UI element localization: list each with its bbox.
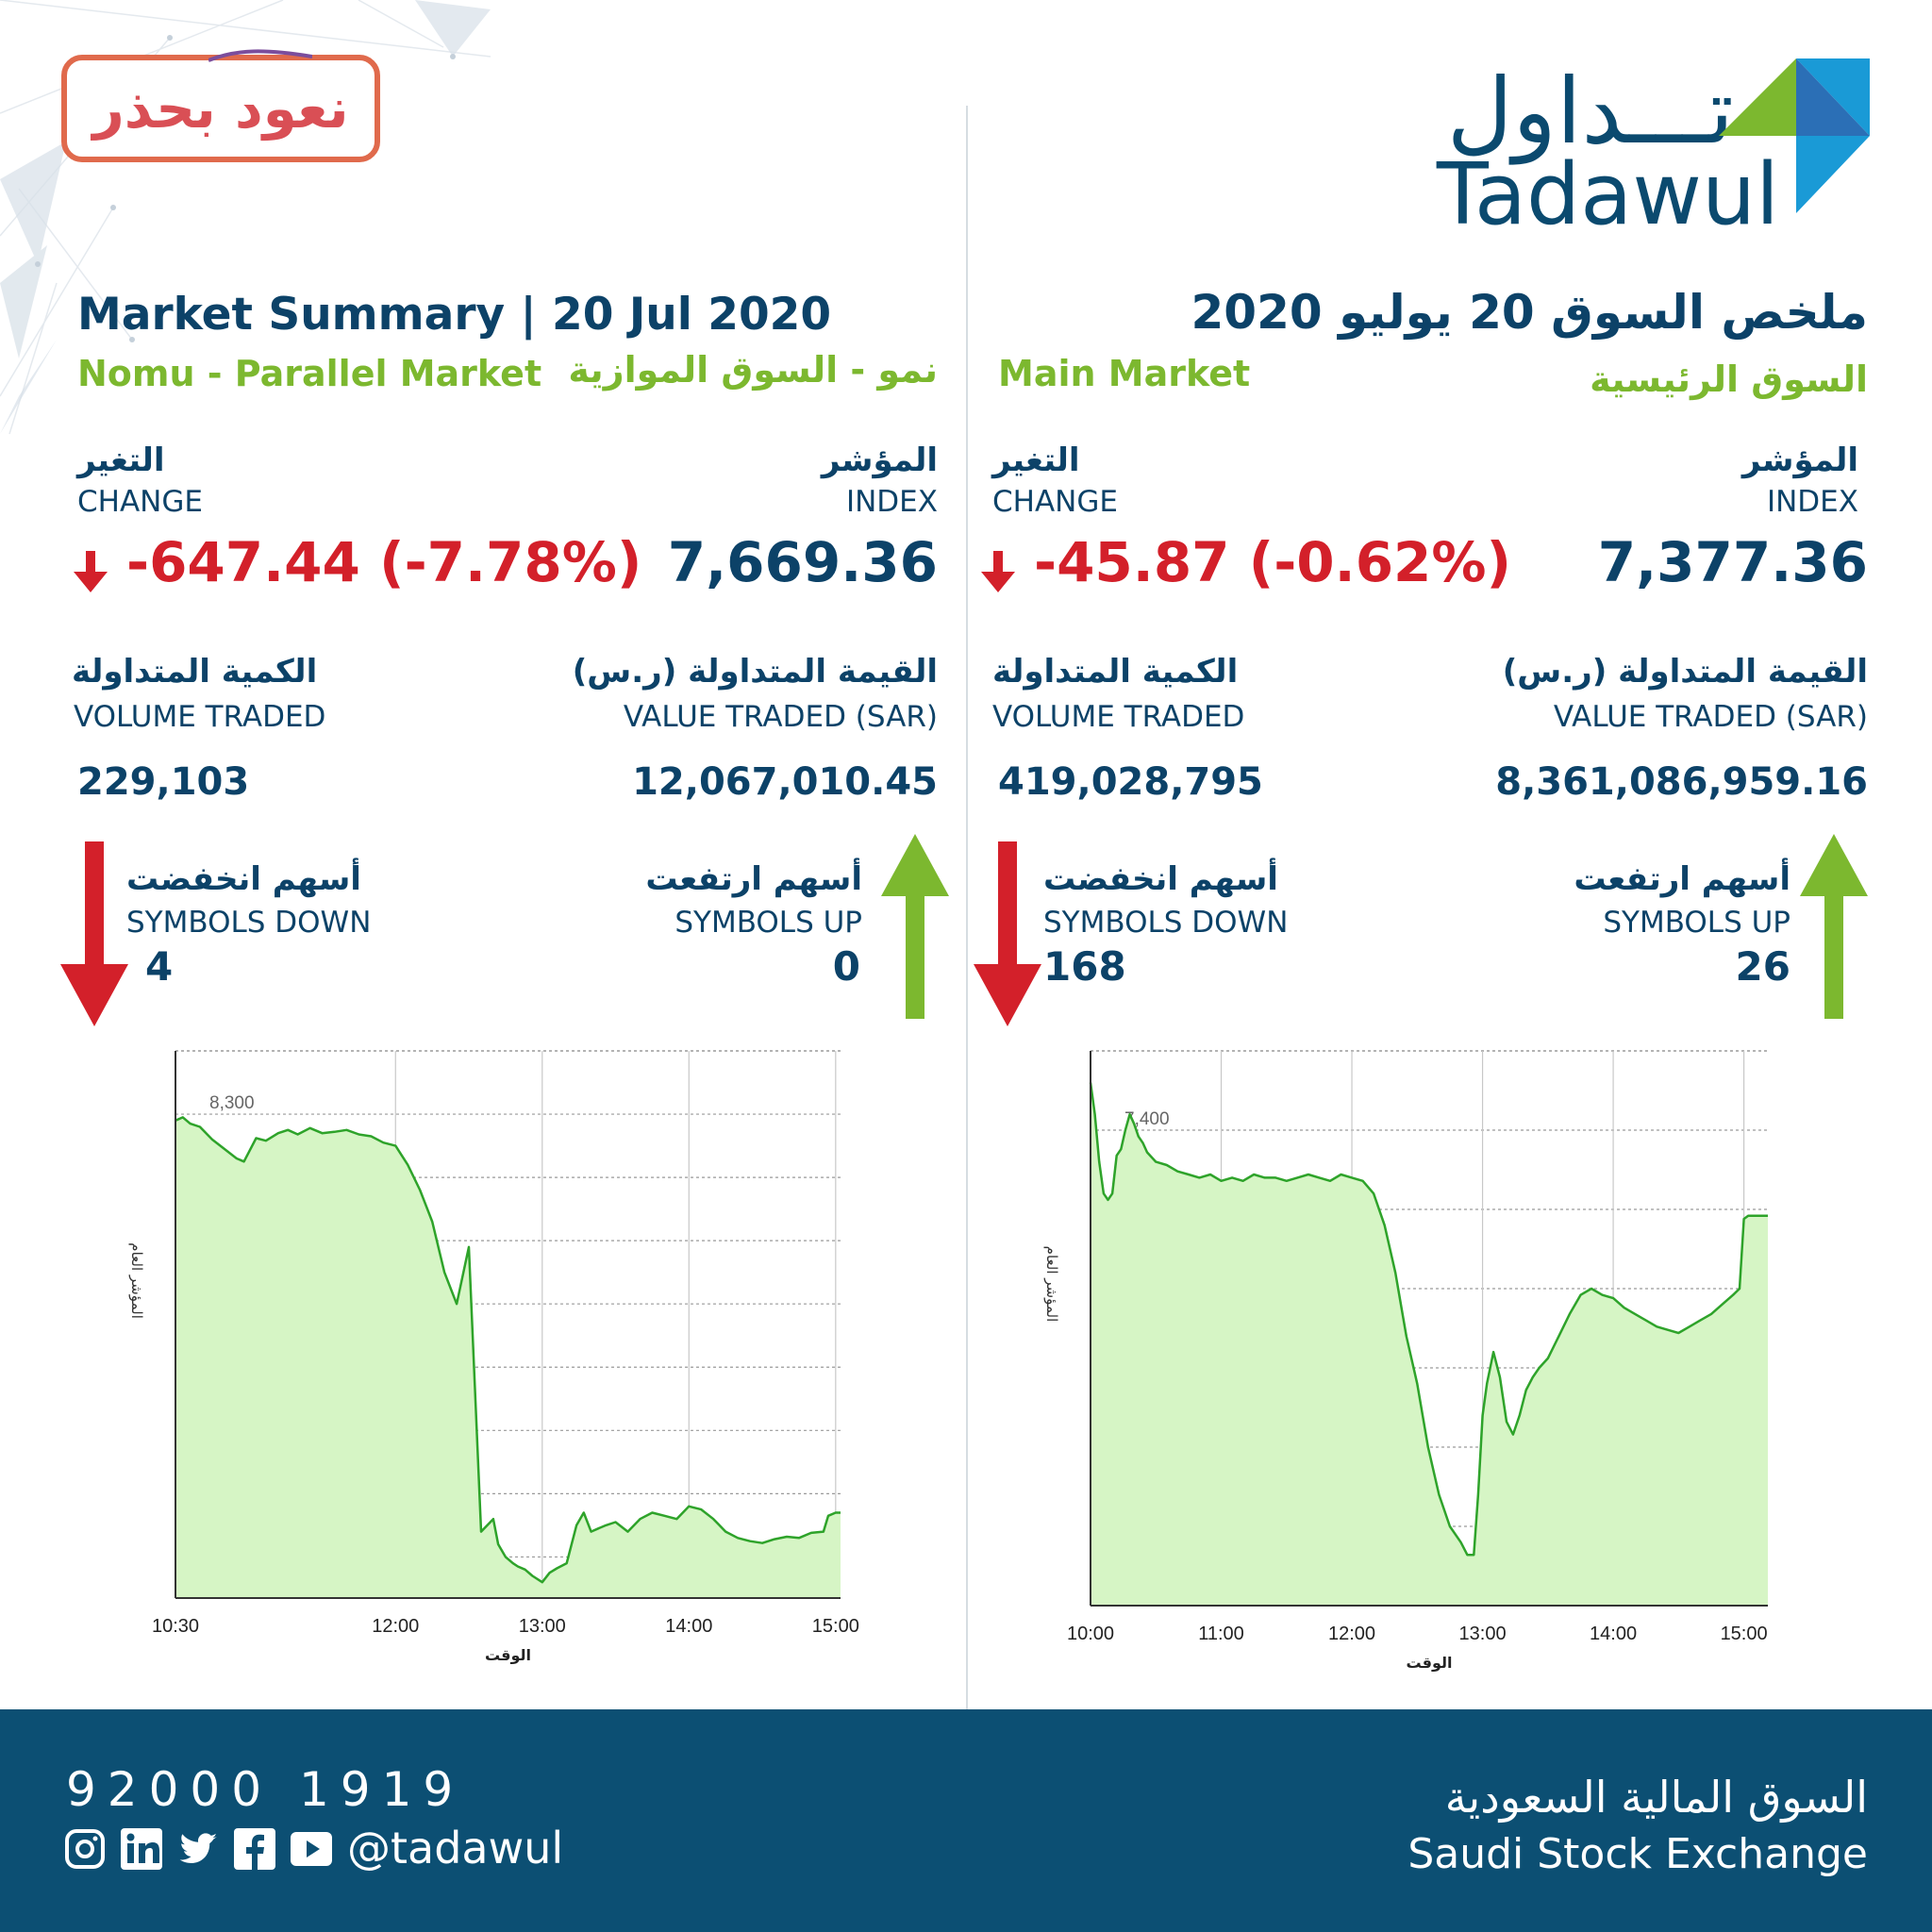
- main-value-traded-label-en: VALUE TRADED (SAR): [1553, 700, 1868, 734]
- main-volume-label-ar: الكمية المتداولة: [992, 653, 1239, 691]
- nomu-y-axis-label: المؤشر العام: [128, 1242, 145, 1319]
- nomu-value-traded: 12,067,010.45: [632, 760, 938, 804]
- nomu-change-down-arrow-icon: [74, 551, 108, 592]
- nomu-change-label-en: CHANGE: [77, 485, 203, 519]
- summary-title-ar: ملخص السوق 20 يوليو 2020: [1191, 285, 1868, 340]
- nomu-symbols-up-arrow-icon: [881, 834, 949, 1019]
- campaign-badge: نعود بحذر: [61, 49, 380, 162]
- twitter-icon[interactable]: [177, 1828, 219, 1870]
- phone-number: 92000 1919: [66, 1762, 465, 1817]
- nomu-volume-label-en: VOLUME TRADED: [74, 700, 326, 734]
- facebook-icon[interactable]: [234, 1828, 275, 1870]
- nomu-value-traded-label-en: VALUE TRADED (SAR): [623, 700, 938, 734]
- nomu-index-value: 7,669.36: [667, 530, 938, 594]
- main-index-chart: 7,4007,3757,3507,3257,3007,27510:0011:00…: [1038, 1038, 1792, 1683]
- nomu-change-label-ar: التغير: [77, 441, 165, 479]
- main-x-axis-label: الوقت: [1407, 1654, 1453, 1672]
- nomu-symbols-down-label-ar: أسهم انخفضت: [126, 860, 361, 898]
- main-x-tick-label: 12:00: [1328, 1624, 1375, 1644]
- main-symbols-down-label-en: SYMBOLS DOWN: [1043, 906, 1289, 940]
- nomu-area-fill: [175, 1117, 841, 1598]
- logo-english: Tadawul: [1436, 145, 1779, 244]
- main-symbols-up-label-ar: أسهم ارتفعت: [1574, 860, 1790, 898]
- youtube-icon[interactable]: [291, 1828, 332, 1870]
- main-name-en: Main Market: [998, 353, 1251, 394]
- nomu-value-traded-label-ar: القيمة المتداولة (ر.س): [572, 653, 938, 691]
- main-chart-svg: 7,4007,3757,3507,3257,3007,27510:0011:00…: [1043, 1050, 1768, 1672]
- logo-arabic: تـــداول: [1446, 58, 1734, 164]
- nomu-x-axis-label: الوقت: [485, 1646, 531, 1664]
- main-x-tick-label: 10:00: [1067, 1624, 1114, 1644]
- main-volume-label-en: VOLUME TRADED: [992, 700, 1245, 734]
- nomu-chart-svg: 8,3008,2008,1008,0007,9007,8007,7007,600…: [128, 1050, 859, 1664]
- nomu-x-tick-label: 10:30: [152, 1616, 199, 1637]
- nomu-y-tick-label: 8,300: [209, 1093, 255, 1113]
- nomu-symbols-down-arrow-icon: [60, 841, 128, 1026]
- main-x-tick-label: 15:00: [1721, 1624, 1768, 1644]
- main-index-value: 7,377.36: [1597, 530, 1868, 594]
- main-x-tick-label: 13:00: [1459, 1624, 1507, 1644]
- nomu-symbols-up-label-ar: أسهم ارتفعت: [645, 860, 862, 898]
- main-value-traded-label-ar: القيمة المتداولة (ر.س): [1502, 653, 1868, 691]
- nomu-index-chart: 8,3008,2008,1008,0007,9007,8007,7007,600…: [113, 1038, 868, 1683]
- main-y-tick-label: 7,400: [1124, 1109, 1170, 1129]
- linkedin-icon[interactable]: [121, 1828, 162, 1870]
- nomu-volume-traded: 229,103: [77, 760, 250, 804]
- main-volume-traded: 419,028,795: [998, 760, 1263, 804]
- nomu-symbols-up: 0: [832, 943, 860, 990]
- main-index-label-en: INDEX: [1766, 485, 1858, 519]
- exchange-name-ar: السوق المالية السعودية: [1444, 1772, 1868, 1823]
- main-x-tick-label: 11:00: [1198, 1624, 1244, 1644]
- main-symbols-up-arrow-icon: [1800, 834, 1868, 1019]
- nomu-series-line: [175, 1116, 841, 1584]
- nomu-change-value: -647.44 (-7.78%): [126, 530, 642, 594]
- main-symbols-down: 168: [1043, 943, 1126, 990]
- main-change-label-en: CHANGE: [992, 485, 1118, 519]
- tadawul-logo-mark: [1719, 58, 1870, 213]
- main-name-ar: السوق الرئيسية: [1590, 358, 1868, 400]
- main-index-label-ar: المؤشر: [1741, 441, 1858, 479]
- nomu-x-tick-label: 12:00: [372, 1616, 419, 1637]
- main-value-traded: 8,361,086,959.16: [1495, 760, 1868, 804]
- main-symbols-up-label-en: SYMBOLS UP: [1603, 906, 1790, 940]
- exchange-name-en: Saudi Stock Exchange: [1407, 1830, 1868, 1878]
- nomu-volume-label-ar: الكمية المتداولة: [72, 653, 318, 691]
- nomu-symbols-up-label-en: SYMBOLS UP: [675, 906, 862, 940]
- main-change-label-ar: التغير: [992, 441, 1080, 479]
- main-x-tick-label: 14:00: [1590, 1624, 1637, 1644]
- column-divider: [966, 106, 968, 1709]
- summary-title-en: Market Summary | 20 Jul 2020: [77, 289, 832, 341]
- social-handle[interactable]: @tadawul: [347, 1823, 564, 1874]
- nomu-x-tick-label: 14:00: [665, 1616, 712, 1637]
- main-symbols-up: 26: [1735, 943, 1790, 990]
- main-change-value: -45.87 (-0.62%): [1034, 530, 1512, 594]
- main-symbols-down-label-ar: أسهم انخفضت: [1043, 860, 1278, 898]
- nomu-symbols-down-label-en: SYMBOLS DOWN: [126, 906, 372, 940]
- nomu-symbols-down: 4: [145, 943, 174, 990]
- nomu-x-tick-label: 15:00: [812, 1616, 859, 1637]
- instagram-icon[interactable]: [64, 1828, 106, 1870]
- main-area-fill: [1091, 1082, 1768, 1606]
- nomu-index-label-ar: المؤشر: [821, 441, 938, 479]
- nomu-name-en: Nomu - Parallel Market: [77, 353, 542, 394]
- badge-swoosh: [208, 49, 312, 62]
- footer-bar: [0, 1709, 1932, 1932]
- nomu-name-ar: نمو - السوق الموازية: [568, 349, 938, 391]
- badge-text: نعود بحذر: [92, 76, 349, 141]
- main-symbols-down-arrow-icon: [974, 841, 1041, 1026]
- main-y-axis-label: المؤشر العام: [1043, 1246, 1060, 1323]
- nomu-index-label-en: INDEX: [845, 485, 938, 519]
- nomu-x-tick-label: 13:00: [519, 1616, 566, 1637]
- main-change-down-arrow-icon: [981, 551, 1015, 592]
- main-series-line: [1089, 1082, 1768, 1557]
